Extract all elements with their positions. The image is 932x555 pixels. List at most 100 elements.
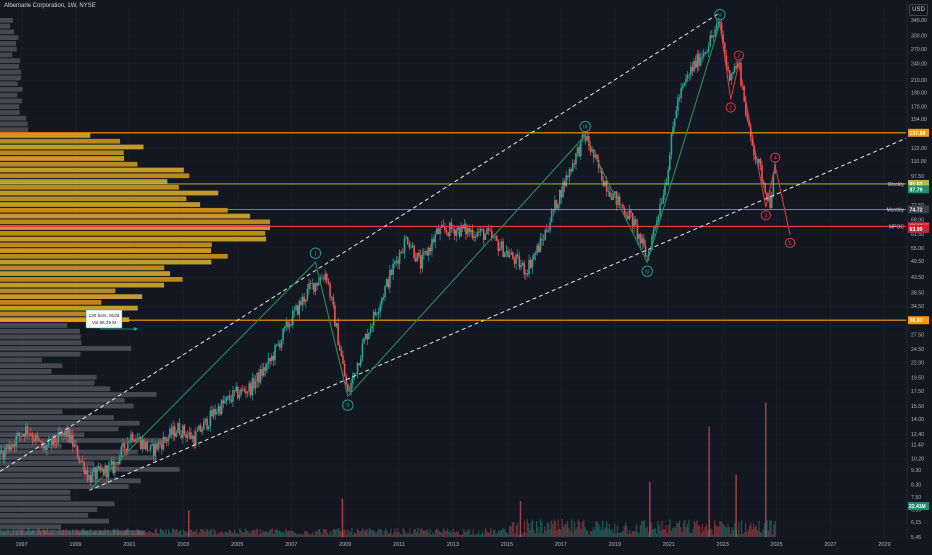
volume-profile-bar	[0, 41, 16, 46]
wave-label-ii: II	[346, 403, 350, 409]
volume-bar	[455, 532, 457, 537]
volume-bar	[301, 534, 303, 537]
volume-bar	[243, 532, 245, 537]
candle-body	[429, 247, 432, 252]
volume-bar	[552, 523, 554, 537]
candle-body	[372, 312, 375, 326]
volume-bar	[476, 534, 478, 537]
volume-bar	[465, 532, 468, 537]
volume-bar	[72, 529, 74, 537]
volume-bar	[394, 528, 396, 537]
volume-bar	[368, 528, 371, 537]
candle-body	[369, 328, 372, 333]
volume-bar	[573, 521, 575, 537]
candle-body	[25, 426, 27, 437]
price-tag-resistance: 137.88	[910, 131, 926, 137]
candle-body	[105, 465, 108, 478]
correction-marker-4	[770, 152, 781, 163]
volume-bar	[531, 519, 534, 537]
volume-bar	[499, 530, 501, 537]
volume-bar	[624, 522, 627, 537]
volume-bar	[509, 525, 511, 537]
volume-bar	[538, 532, 540, 537]
candle-body	[112, 461, 115, 474]
candle-body	[47, 439, 50, 446]
volume-bar	[209, 529, 211, 537]
candle-body	[173, 426, 176, 437]
volume-bar	[56, 534, 58, 537]
candle-body	[612, 192, 614, 200]
candle-body	[282, 328, 284, 341]
volume-bar	[327, 532, 329, 537]
volume-bar	[511, 522, 513, 537]
volume-bar	[185, 531, 187, 537]
candle-body	[26, 426, 29, 434]
y-tick-label: 340.00	[911, 18, 927, 24]
y-tick-label: 24.50	[911, 347, 924, 353]
volume-bar	[680, 527, 682, 537]
candle-body	[214, 409, 216, 414]
candle-body	[759, 159, 762, 166]
candle-body	[387, 279, 390, 288]
volume-bar	[351, 528, 353, 537]
y-tick-label: 210.00	[911, 78, 927, 84]
volume-bar	[46, 528, 48, 537]
candle-body	[67, 427, 69, 438]
volume-bar	[664, 529, 666, 537]
candle-body	[175, 432, 178, 437]
candle-body	[18, 432, 21, 437]
volume-bar	[51, 533, 54, 537]
candle-body	[534, 253, 537, 255]
volume-bar	[727, 523, 729, 537]
volume-profile-bar	[0, 501, 115, 507]
volume-bar	[771, 534, 774, 537]
volume-bar	[606, 521, 608, 537]
volume-bar	[705, 524, 708, 537]
level-label-mpoc: MPOC	[889, 224, 904, 230]
volume-bar	[746, 532, 748, 537]
volume-profile-bar	[0, 138, 121, 144]
candle-body	[238, 394, 241, 399]
volume-bar	[283, 533, 286, 537]
volume-bar	[221, 531, 224, 537]
volume-bar	[584, 527, 586, 537]
volume-profile-bar	[0, 426, 119, 432]
volume-bar	[370, 529, 372, 537]
volume-bar	[193, 530, 195, 537]
candle-body	[565, 175, 568, 187]
volume-bar	[269, 530, 271, 537]
volume-bar	[660, 530, 662, 537]
volume-bar	[66, 534, 69, 537]
volume-bar	[483, 534, 485, 537]
volume-bar	[734, 522, 736, 537]
candle-body	[414, 257, 417, 262]
volume-bar	[113, 528, 116, 537]
candle-body	[657, 215, 660, 221]
candle-body	[127, 442, 129, 451]
volume-bar	[434, 529, 437, 537]
volume-bar	[407, 533, 410, 537]
candle-body	[114, 462, 116, 474]
candle-body	[426, 250, 428, 256]
candle-body	[21, 434, 24, 437]
volume-profile-bar	[0, 472, 83, 478]
volume-bar	[681, 531, 683, 537]
volume-bar	[163, 533, 166, 537]
candle-body	[248, 383, 250, 392]
wave-label-v: V	[718, 13, 722, 19]
candle-body	[55, 443, 58, 444]
y-tick-label: 240.00	[911, 61, 927, 67]
volume-bar	[196, 529, 198, 537]
x-tick-label: 2023	[717, 542, 729, 548]
volume-bar	[467, 529, 469, 537]
currency-button[interactable]: USD	[909, 4, 928, 16]
volume-bar	[541, 522, 543, 537]
candle-body	[193, 435, 195, 446]
volume-bar	[518, 534, 520, 537]
volume-bar	[142, 531, 144, 537]
volume-profile-bar	[0, 35, 19, 40]
volume-profile-bar	[0, 121, 28, 127]
price-tag-monthly: 74.72	[910, 207, 923, 213]
channel-upper-line	[0, 12, 721, 472]
